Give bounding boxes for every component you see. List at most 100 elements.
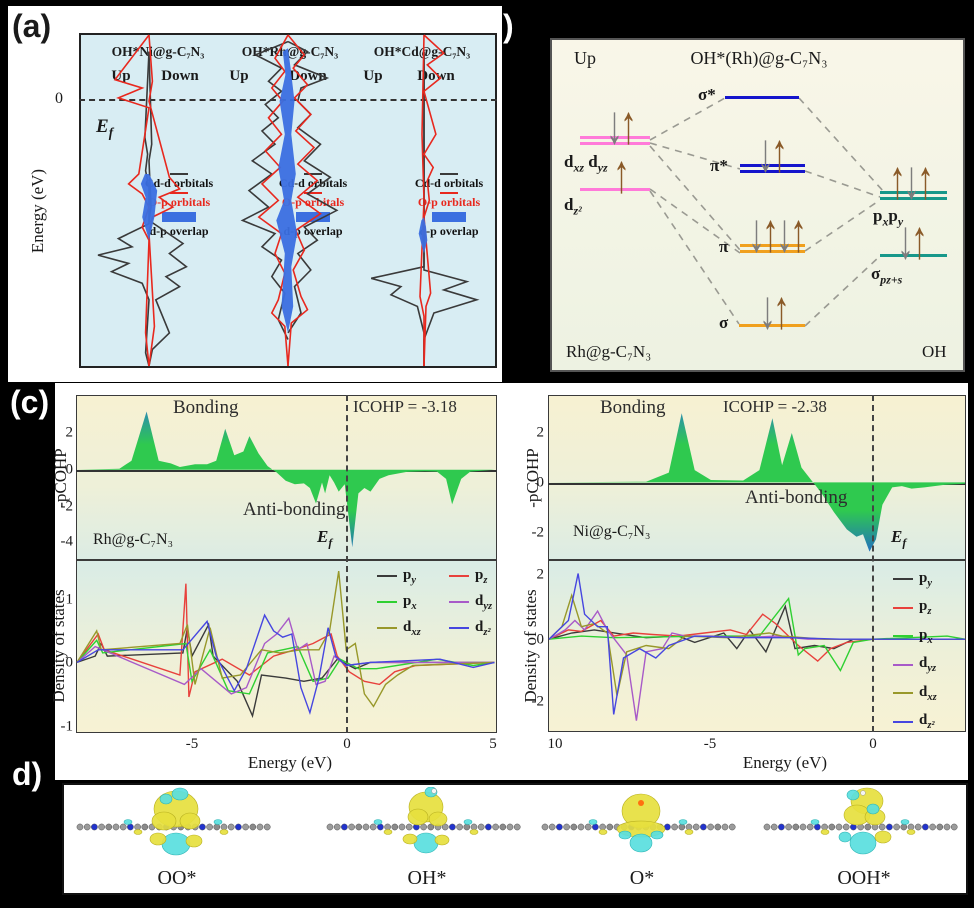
isosurface-blob (849, 831, 877, 855)
legend-swatch (432, 212, 466, 223)
legend-label: Cd-d orbitals (278, 176, 348, 190)
legend-item: py (377, 563, 449, 589)
atom (785, 823, 792, 831)
panel-a-label: (a) (12, 8, 52, 44)
atom (391, 823, 399, 831)
atom (685, 823, 693, 831)
atom (449, 823, 456, 831)
atom (721, 823, 729, 831)
electron-down-arrow-icon: ↓ (903, 151, 920, 211)
electron-up-arrow-icon: ↑ (762, 204, 779, 264)
atom (671, 823, 678, 831)
atom (377, 823, 384, 831)
atom (341, 823, 348, 831)
electron-down-arrow-icon: ↓ (606, 96, 623, 156)
atom (577, 823, 585, 831)
isosurface-blob (179, 812, 201, 830)
atom (206, 823, 213, 831)
isosurface-blob (678, 819, 688, 825)
mo-level-sigma-pz-s (880, 254, 947, 257)
mo-level-pi (740, 244, 805, 253)
atom (463, 823, 471, 831)
y-tick: -2 (531, 524, 545, 541)
atom (814, 823, 821, 831)
atom (936, 823, 944, 831)
dos-curve (370, 51, 425, 366)
atom (227, 823, 235, 831)
x-tick: 0 (869, 736, 877, 752)
mo-connector (649, 97, 726, 141)
mo-level-label-px-py: pxpy (873, 206, 904, 229)
panel-d-charge-density: OO* OH* O* OOH* (62, 783, 968, 895)
up-label: Up (229, 68, 249, 84)
dos-curve (423, 51, 480, 366)
atom (355, 823, 363, 831)
dos-curve (423, 34, 446, 367)
down-label: Down (417, 68, 455, 84)
legend-label: px (919, 626, 933, 646)
atom (441, 823, 449, 831)
dos-legend-right: py pz px dyz dxz dz² (893, 565, 937, 736)
dos-curve-p_z (548, 613, 965, 663)
molecule-label: O* (629, 867, 655, 889)
dos-curve-d_z2 (76, 613, 495, 716)
atom (606, 823, 614, 831)
atom (806, 823, 814, 831)
mo-level-d-xz-yz (580, 136, 650, 145)
mo-levels: σ* ↓ ↑ dxz dyz ↑ dz² ↓ ↑ π* ↓ ↑ ↓ ↑ π ↓ ↑ σ ↑ ↓ ↑ pxpy ↓ ↑ σpz+… (552, 40, 967, 374)
isosurface-blob (810, 819, 820, 825)
atom (556, 823, 563, 831)
legend-cd: Cd-d orbitals O-p orbitals d-p overlap (406, 171, 492, 239)
atom (728, 823, 736, 831)
atom (199, 823, 206, 831)
x-tick: 0 (343, 736, 351, 752)
x-tick: -5 (185, 736, 199, 752)
atom (384, 823, 391, 831)
cohp-area (549, 413, 965, 552)
legend-swatch (893, 578, 913, 581)
atom (563, 823, 570, 831)
cohp-right-zero-line (548, 483, 966, 485)
legend-item: dz² (449, 615, 521, 641)
atom (886, 823, 893, 831)
y-tick: -2 (531, 693, 545, 710)
atom (213, 823, 221, 831)
electron-down-arrow-icon: ↓ (897, 211, 914, 271)
legend-item: pz (449, 563, 521, 589)
isosurface-blob (866, 803, 880, 815)
system-right: Ni@g-C₇N₃ (573, 523, 651, 540)
atom (405, 823, 413, 831)
molecule-o: O* (537, 787, 747, 889)
y-tick: -4 (60, 533, 74, 550)
atom (112, 823, 120, 831)
hydrogen-atom (860, 790, 866, 796)
cohp-area (77, 411, 495, 548)
atom (98, 823, 105, 831)
legend-swatch (893, 692, 913, 695)
legend-ni: Cd-d orbitals O-p orbitals d-p overlap (136, 171, 222, 239)
molecule-structure (326, 787, 521, 854)
overlap-fill (140, 174, 158, 241)
isosurface-blob (650, 830, 664, 840)
y-tick: 0 (536, 631, 545, 648)
dos-curve-d_xz (76, 570, 495, 708)
isosurface-blob (407, 808, 429, 826)
subpanel-rh-title: OH*Rh@g-C₇N₃ (241, 44, 339, 59)
isosurface-blob (133, 829, 143, 835)
isosurface-blob (151, 811, 177, 831)
overlap-fill (276, 48, 298, 333)
legend-swatch (449, 627, 469, 629)
y-tick: 0 (65, 461, 74, 478)
atom (828, 823, 836, 831)
atom (763, 823, 771, 831)
molecule-oo: OO* (72, 787, 282, 889)
hydrogen-atom (431, 788, 437, 794)
legend-item: dxz (893, 679, 937, 708)
atom (592, 823, 599, 831)
legend-label: Cd-d orbitals (414, 176, 484, 190)
oxygen-atom (638, 800, 644, 806)
dos-right-box (548, 560, 966, 732)
isosurface-blob (469, 829, 479, 835)
mo-level-label-d-z2: dz² (564, 195, 582, 218)
molecule-structure (76, 787, 271, 856)
